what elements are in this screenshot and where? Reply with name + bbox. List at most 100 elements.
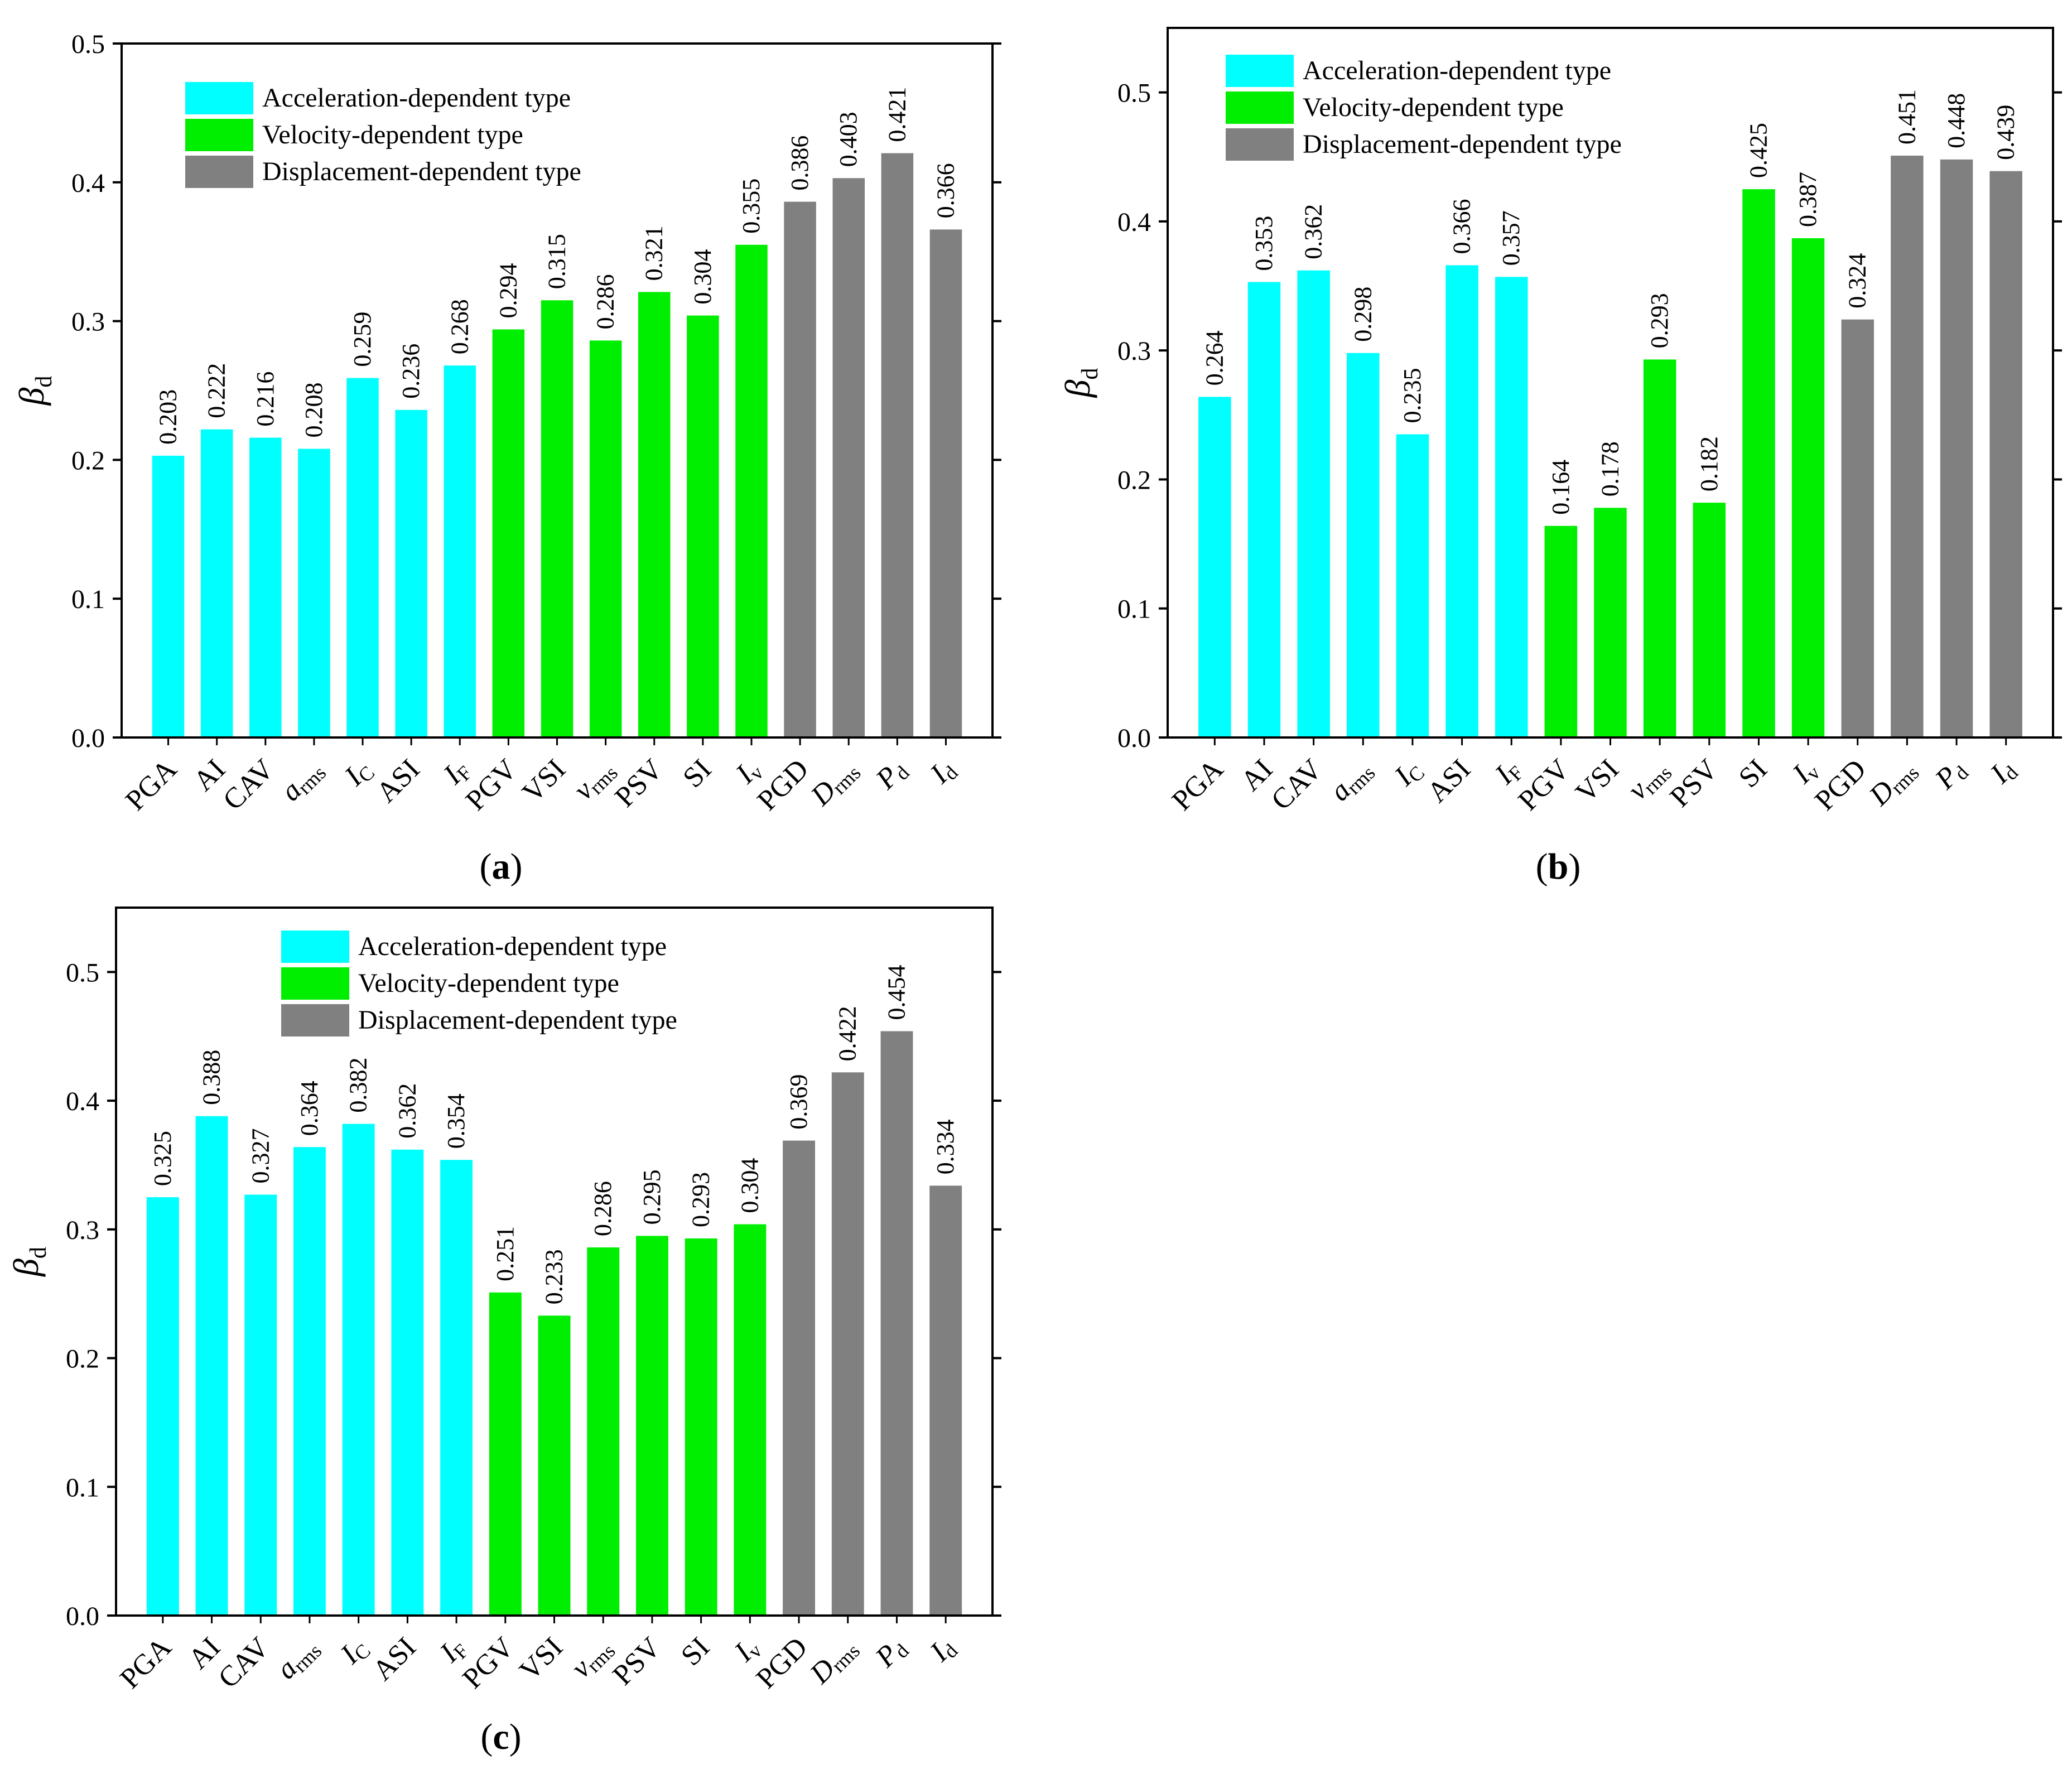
legend-label-c-1: Velocity-dependent type bbox=[358, 968, 619, 998]
y-tick-label-b-0: 0.0 bbox=[1117, 724, 1151, 753]
legend-label-b-2: Displacement-dependent type bbox=[1303, 129, 1622, 159]
y-tick-label-a-4: 0.4 bbox=[71, 168, 105, 198]
chart-panel-c: 0.325PGA0.388AI0.327CAV0.364arms0.382IC0… bbox=[6, 907, 1001, 1757]
value-label-c-6: 0.354 bbox=[442, 1093, 470, 1149]
value-label-c-12: 0.304 bbox=[736, 1158, 763, 1213]
value-label-c-13: 0.369 bbox=[785, 1074, 812, 1130]
panel-label-a: (a) bbox=[480, 846, 523, 887]
bar-c-1 bbox=[195, 1116, 228, 1616]
category-label-a-3: arms bbox=[275, 753, 331, 809]
category-label-c-0: PGA bbox=[114, 1631, 178, 1695]
value-label-a-16: 0.366 bbox=[932, 163, 959, 218]
bar-b-12 bbox=[1791, 238, 1825, 737]
legend-swatch-c-0 bbox=[281, 931, 349, 963]
y-tick-label-b-2: 0.2 bbox=[1117, 465, 1151, 495]
value-label-b-11: 0.425 bbox=[1745, 123, 1772, 178]
y-tick-label-a-5: 0.5 bbox=[71, 30, 105, 59]
value-label-a-15: 0.421 bbox=[883, 87, 910, 142]
category-label-a-2: CAV bbox=[217, 753, 280, 816]
bar-a-3 bbox=[298, 449, 330, 737]
value-label-a-7: 0.294 bbox=[494, 263, 522, 319]
value-label-a-5: 0.236 bbox=[397, 344, 425, 399]
chart-panel-b: 0.264PGA0.353AI0.362CAV0.298arms0.235IC0… bbox=[1058, 27, 2062, 887]
value-label-a-9: 0.286 bbox=[592, 274, 619, 329]
bar-a-8 bbox=[541, 300, 574, 737]
bar-b-0 bbox=[1198, 397, 1231, 737]
legend-label-c-2: Displacement-dependent type bbox=[358, 1005, 677, 1035]
legend-swatch-c-1 bbox=[281, 967, 349, 1000]
bar-c-6 bbox=[440, 1160, 473, 1616]
category-label-c-13: PGD bbox=[750, 1631, 814, 1695]
value-label-c-2: 0.327 bbox=[247, 1129, 274, 1184]
panel-label-b: (b) bbox=[1536, 846, 1581, 887]
y-tick-label-c-1: 0.1 bbox=[66, 1473, 99, 1502]
y-axis-label-a: βd bbox=[12, 376, 57, 407]
bar-a-13 bbox=[784, 201, 816, 738]
bar-b-9 bbox=[1643, 359, 1676, 737]
category-label-a-13: PGD bbox=[751, 753, 815, 817]
bar-b-4 bbox=[1396, 434, 1429, 737]
bar-a-1 bbox=[200, 429, 233, 737]
panel-label-c: (c) bbox=[480, 1717, 521, 1757]
value-label-a-2: 0.216 bbox=[252, 372, 279, 427]
y-axis-label-b: βd bbox=[1058, 368, 1103, 399]
category-label-c-10: PSV bbox=[607, 1631, 667, 1691]
bar-c-10 bbox=[636, 1236, 668, 1616]
value-label-b-1: 0.353 bbox=[1250, 216, 1278, 271]
category-label-b-13: PGD bbox=[1809, 753, 1872, 817]
bar-b-14 bbox=[1891, 156, 1924, 737]
y-tick-label-b-1: 0.1 bbox=[1117, 595, 1151, 624]
category-label-c-7: PGV bbox=[456, 1631, 520, 1695]
y-tick-label-a-0: 0.0 bbox=[71, 724, 105, 753]
value-label-b-14: 0.451 bbox=[1893, 89, 1920, 144]
value-label-a-12: 0.355 bbox=[738, 179, 765, 234]
bar-a-12 bbox=[735, 244, 768, 737]
value-label-c-15: 0.454 bbox=[883, 965, 910, 1020]
legend-swatch-b-2 bbox=[1226, 128, 1294, 161]
bar-b-15 bbox=[1940, 159, 1973, 737]
category-label-b-11: SI bbox=[1733, 753, 1774, 794]
category-label-b-8: VSI bbox=[1569, 753, 1625, 809]
category-label-b-0: PGA bbox=[1166, 753, 1230, 817]
bar-c-16 bbox=[929, 1185, 962, 1616]
category-label-c-11: SI bbox=[675, 1631, 716, 1672]
legend-swatch-a-1 bbox=[185, 119, 253, 151]
bar-c-13 bbox=[783, 1140, 815, 1616]
y-tick-label-c-4: 0.4 bbox=[66, 1087, 99, 1116]
y-tick-label-c-5: 0.5 bbox=[66, 958, 99, 987]
category-label-b-16: Id bbox=[1984, 753, 2022, 792]
category-label-b-15: Pd bbox=[1929, 753, 1973, 797]
category-label-b-7: PGV bbox=[1512, 753, 1576, 817]
bar-c-7 bbox=[489, 1292, 522, 1616]
category-label-a-5: ASI bbox=[370, 753, 426, 809]
category-label-a-10: PSV bbox=[609, 753, 669, 813]
y-tick-label-a-2: 0.2 bbox=[71, 446, 105, 475]
bar-b-7 bbox=[1544, 525, 1578, 737]
legend-label-a-0: Acceleration-dependent type bbox=[262, 83, 571, 113]
y-tick-label-b-5: 0.5 bbox=[1117, 79, 1151, 108]
bar-c-3 bbox=[293, 1147, 326, 1616]
value-label-b-13: 0.324 bbox=[1844, 253, 1871, 308]
y-tick-label-b-4: 0.4 bbox=[1117, 208, 1151, 237]
value-label-c-10: 0.295 bbox=[638, 1169, 666, 1224]
legend-swatch-b-0 bbox=[1226, 55, 1294, 87]
y-tick-label-c-2: 0.2 bbox=[66, 1344, 99, 1374]
category-label-c-3: arms bbox=[271, 1631, 326, 1687]
value-label-b-0: 0.264 bbox=[1201, 330, 1228, 385]
value-label-b-10: 0.182 bbox=[1695, 436, 1723, 491]
category-label-a-7: PGV bbox=[460, 753, 523, 817]
value-label-b-2: 0.362 bbox=[1300, 204, 1327, 259]
category-label-a-9: vrms bbox=[567, 753, 622, 808]
bar-c-5 bbox=[391, 1149, 424, 1616]
value-label-b-15: 0.448 bbox=[1943, 93, 1970, 148]
category-label-b-2: CAV bbox=[1265, 753, 1328, 816]
bar-b-16 bbox=[1989, 171, 2022, 737]
value-label-c-16: 0.334 bbox=[932, 1119, 959, 1174]
bar-b-6 bbox=[1495, 277, 1528, 737]
value-label-c-11: 0.293 bbox=[687, 1172, 715, 1227]
legend-swatch-b-1 bbox=[1226, 91, 1294, 124]
bar-c-0 bbox=[146, 1197, 179, 1616]
bar-c-14 bbox=[831, 1072, 864, 1616]
category-label-b-5: ASI bbox=[1422, 753, 1477, 809]
